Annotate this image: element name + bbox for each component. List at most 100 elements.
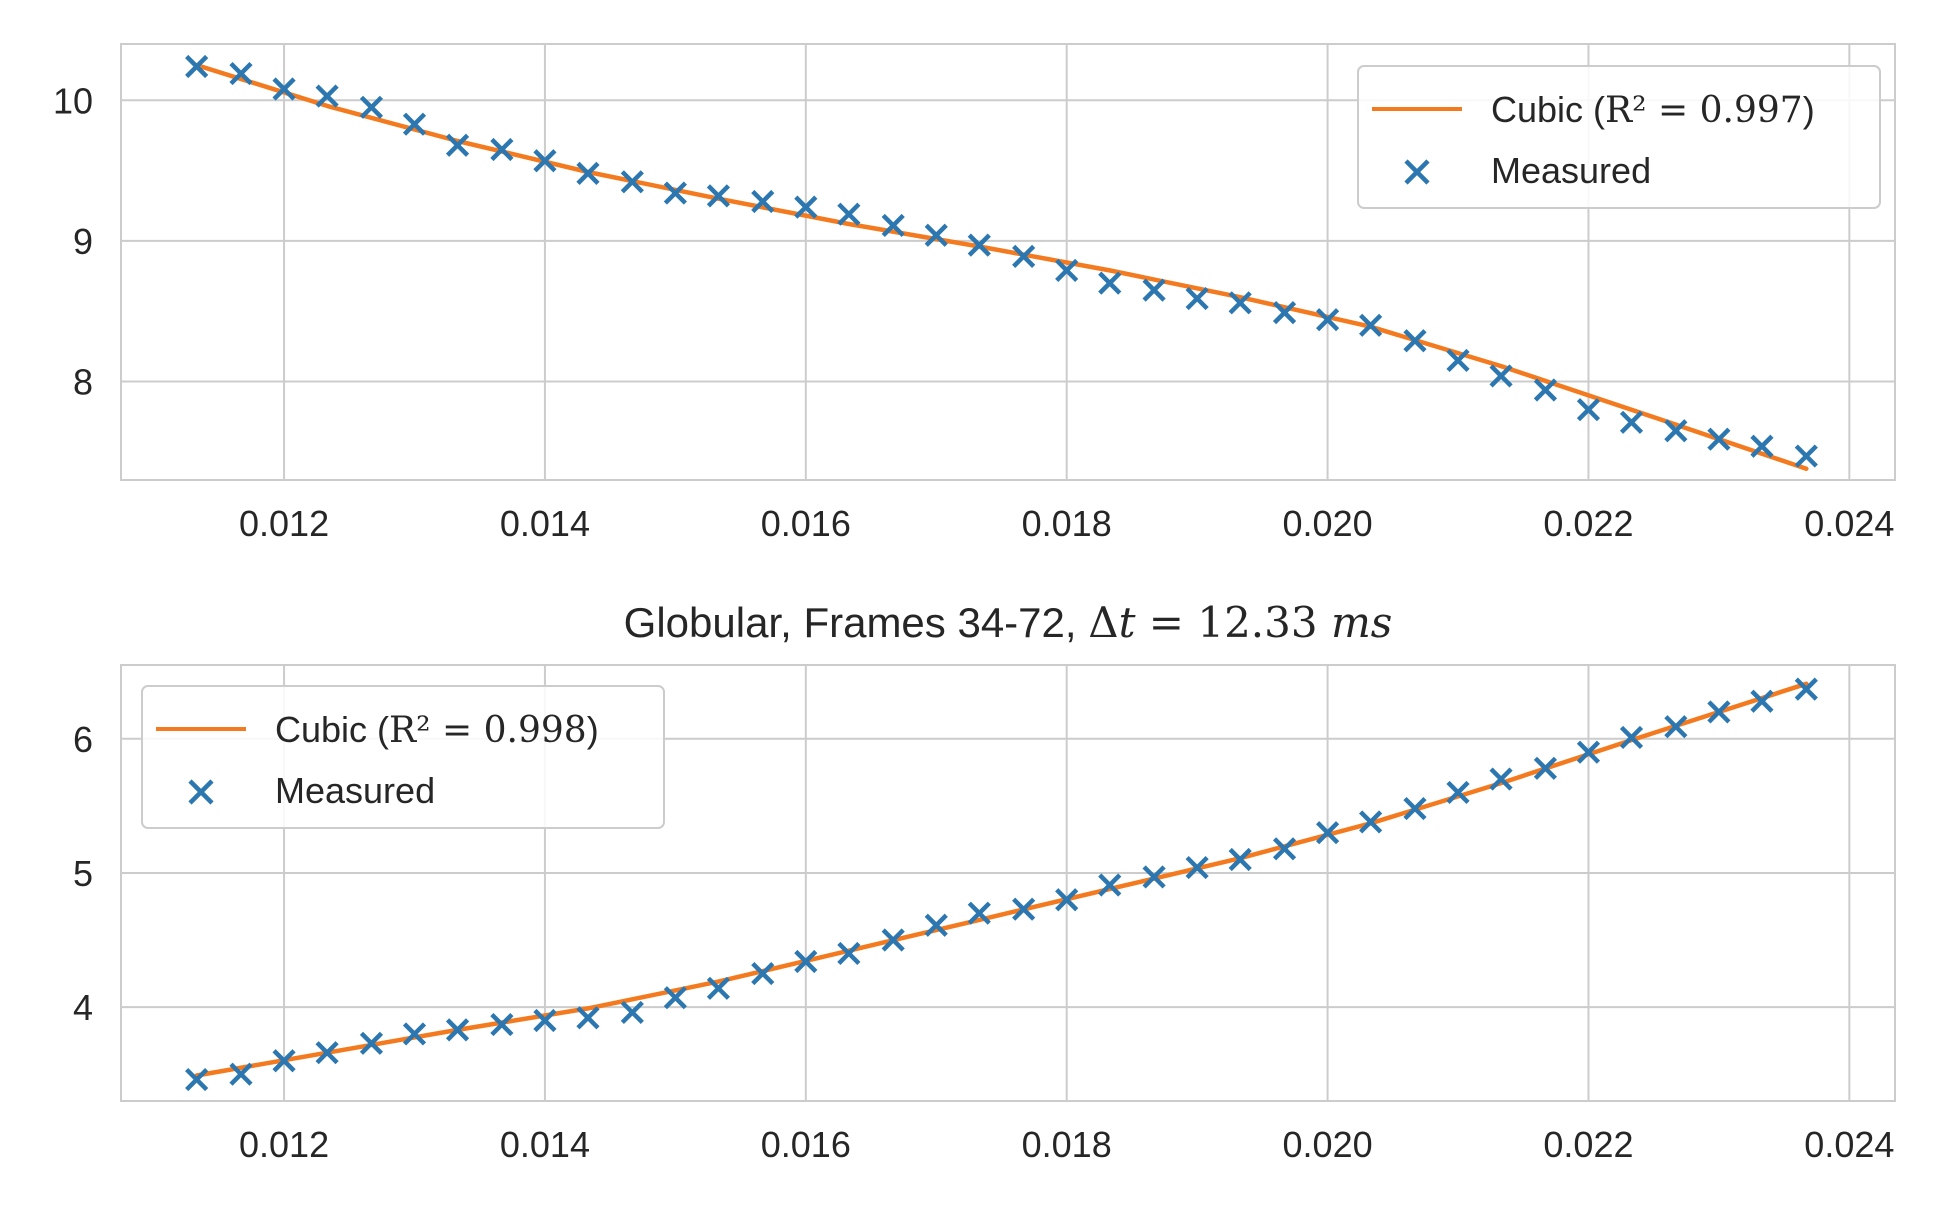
x-tick-label: 0.022: [1543, 503, 1633, 544]
x-tick-labels-bottom: 0.012 0.014 0.016 0.018 0.020 0.022 0.024: [239, 1124, 1894, 1165]
measured-point: [794, 195, 818, 219]
measured-point: [359, 1031, 384, 1055]
measured-point: [1272, 837, 1297, 861]
measured-point: [1228, 847, 1252, 872]
measured-point: [663, 181, 687, 205]
measured-point: [1359, 313, 1383, 337]
legend-label-measured-top: Measured: [1491, 150, 1651, 191]
measured-point: [1098, 873, 1122, 897]
measured-point: [315, 84, 339, 108]
measured-point: [445, 133, 470, 157]
measured-point: [1576, 398, 1601, 422]
measured-point: [881, 928, 905, 952]
legend-cubic-prefix-top: Cubic (: [1491, 89, 1605, 130]
measured-point: [1403, 329, 1427, 353]
y-tick-label: 10: [53, 80, 93, 121]
x-tick-label: 0.018: [1022, 1124, 1112, 1165]
axes-frame-top: [120, 43, 1896, 481]
measured-point: [272, 77, 296, 101]
measured-point: [620, 170, 644, 194]
legend-cubic-suffix-bottom: ): [587, 709, 599, 750]
measured-point: [1055, 258, 1079, 283]
measured-point: [1489, 364, 1513, 388]
measured-point: [185, 1067, 209, 1092]
title-unit: ms: [1331, 598, 1392, 647]
x-tick-label: 0.020: [1283, 1124, 1373, 1165]
measured-point: [229, 61, 253, 86]
measured-point: [272, 1049, 296, 1073]
legend-label-cubic-top: Cubic (R² = 0.997): [1491, 89, 1815, 131]
measured-point: [794, 949, 818, 974]
x-tick-label: 0.022: [1543, 1124, 1633, 1165]
measured-point: [881, 213, 905, 238]
measured-point: [1707, 700, 1731, 724]
measured-point: [1098, 271, 1122, 295]
measured-point: [185, 54, 209, 79]
measured-point: [576, 1006, 600, 1030]
measured-point: [1533, 756, 1558, 780]
measured-point: [1359, 810, 1383, 834]
x-tick-label: 0.024: [1804, 503, 1894, 544]
measured-point: [1707, 427, 1731, 451]
y-tick-labels-bottom: 4 5 6: [73, 719, 93, 1028]
measured-point: [1619, 410, 1644, 434]
measured-point: [1055, 888, 1079, 912]
measured-point: [576, 161, 600, 185]
measured-point: [837, 202, 861, 226]
measured-point: [1403, 796, 1427, 821]
legend-marker-x-bottom: [188, 779, 214, 805]
measured-point: [1794, 444, 1818, 468]
measured-point: [533, 1008, 557, 1033]
x-tick-label: 0.014: [500, 1124, 590, 1165]
x-tick-label: 0.016: [761, 503, 851, 544]
measured-point: [1664, 419, 1688, 443]
legend-cubic-math-bottom: R² = 0.998: [389, 710, 587, 751]
measured-point: [967, 901, 991, 925]
measured-point: [1012, 244, 1036, 268]
measured-point: [663, 986, 687, 1010]
measured-points-bottom: [185, 677, 1818, 1092]
measured-point: [1576, 740, 1601, 764]
legend-marker-x-top: [1404, 159, 1430, 185]
legend-box-bottom: [141, 685, 665, 829]
title-delta: Δ: [1088, 598, 1118, 647]
measured-point: [1142, 278, 1166, 302]
measured-point: [359, 95, 384, 119]
measured-point: [1750, 434, 1774, 458]
measured-point: [1446, 348, 1470, 373]
measured-point: [924, 913, 948, 937]
measured-point: [924, 223, 948, 247]
measured-point: [1533, 378, 1558, 402]
y-tick-labels-top: 8 9 10: [53, 80, 93, 402]
measured-point: [1315, 821, 1340, 845]
measured-point: [490, 1012, 514, 1037]
measured-point: [837, 941, 861, 966]
x-tick-label: 0.024: [1804, 1124, 1894, 1165]
measured-point: [1228, 291, 1252, 315]
x-tick-label: 0.018: [1022, 503, 1112, 544]
legend-cubic-prefix-bottom: Cubic (: [275, 709, 389, 750]
x-tick-label: 0.020: [1283, 503, 1373, 544]
measured-point: [1794, 677, 1818, 701]
y-tick-label: 4: [73, 987, 93, 1028]
measured-point: [1185, 855, 1209, 880]
measured-point: [751, 189, 775, 214]
measured-point: [751, 961, 775, 986]
measured-point: [315, 1041, 339, 1065]
measured-point: [490, 137, 514, 162]
measured-point: [1750, 689, 1774, 713]
measured-point: [1664, 715, 1688, 739]
x-tick-label: 0.014: [500, 503, 590, 544]
x-tick-label: 0.016: [761, 1124, 851, 1165]
measured-point: [1012, 897, 1036, 921]
legend-bottom: Cubic (R² = 0.998) Measured: [141, 685, 665, 829]
measured-point: [1315, 308, 1340, 332]
y-tick-label: 6: [73, 719, 93, 760]
legend-cubic-suffix-top: ): [1803, 89, 1815, 130]
title-value: = 12.33: [1135, 598, 1330, 647]
measured-point: [967, 233, 991, 257]
title-prefix: Globular, Frames 34-72,: [624, 599, 1089, 646]
measured-point: [402, 1022, 427, 1046]
measured-points-top: [185, 54, 1818, 468]
